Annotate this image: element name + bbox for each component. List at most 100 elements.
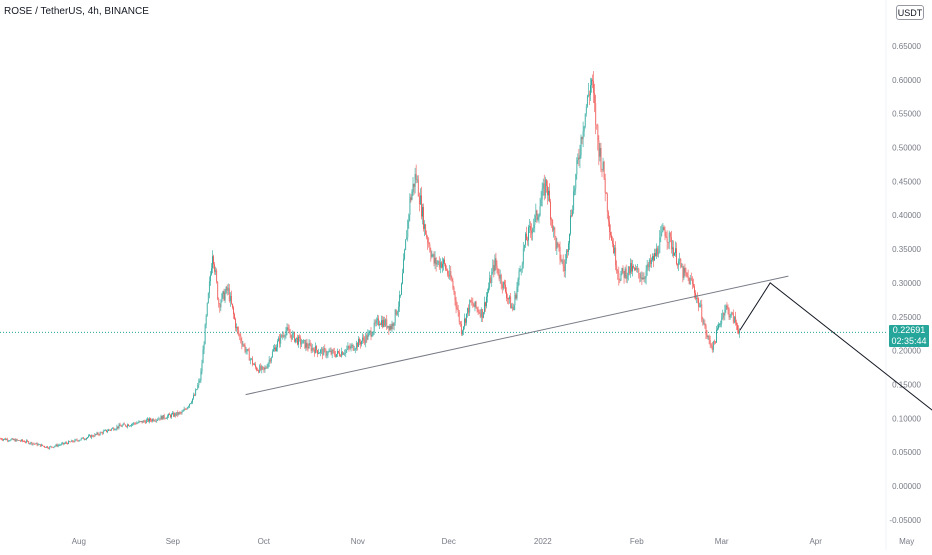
candle-body bbox=[158, 418, 160, 420]
candle-body bbox=[462, 330, 463, 335]
y-tick-label: 0.25000 bbox=[892, 313, 921, 322]
candle-body bbox=[68, 441, 70, 444]
candle-body bbox=[262, 366, 264, 368]
candle-body bbox=[443, 259, 444, 264]
candle-body bbox=[517, 279, 519, 288]
candle-body bbox=[247, 349, 249, 351]
candle-body bbox=[454, 291, 456, 301]
candle-body bbox=[739, 330, 740, 334]
candle-body bbox=[525, 233, 526, 245]
currency-badge[interactable]: USDT bbox=[896, 5, 924, 20]
candle-body bbox=[285, 330, 287, 336]
candle-body bbox=[489, 277, 491, 288]
candle-body bbox=[271, 351, 273, 358]
candle-body bbox=[365, 335, 367, 344]
candle-body bbox=[506, 291, 507, 299]
candle-body bbox=[626, 275, 628, 279]
candle-body bbox=[77, 440, 79, 442]
candle-body bbox=[529, 226, 530, 228]
candle-body bbox=[596, 124, 598, 126]
candle-body bbox=[90, 435, 92, 438]
candle-body bbox=[652, 256, 653, 260]
y-tick-label: 0.10000 bbox=[892, 414, 921, 423]
candle-body bbox=[4, 438, 5, 440]
candle-body bbox=[250, 358, 252, 360]
candle-body bbox=[605, 192, 607, 194]
candle-body bbox=[281, 335, 283, 337]
candle-body bbox=[613, 243, 614, 254]
candle-body bbox=[109, 429, 110, 431]
candle-body bbox=[563, 265, 565, 271]
candle-body bbox=[106, 429, 107, 432]
candle-body bbox=[263, 367, 265, 370]
candle-body bbox=[660, 232, 662, 238]
candle-body bbox=[171, 414, 172, 418]
candle-body bbox=[497, 268, 499, 275]
candle-body bbox=[665, 235, 667, 238]
candle-body bbox=[633, 266, 634, 268]
candle-body bbox=[569, 233, 570, 244]
candle-body bbox=[208, 281, 210, 294]
candle-body bbox=[586, 95, 588, 107]
candle-body bbox=[384, 319, 386, 326]
candle-body bbox=[213, 256, 214, 265]
candle-body bbox=[631, 263, 632, 272]
candle-body bbox=[644, 277, 646, 279]
candle-body bbox=[329, 350, 331, 352]
candle-body bbox=[14, 439, 16, 442]
candle-body bbox=[572, 210, 574, 216]
candle-body bbox=[535, 210, 537, 216]
candle-body bbox=[232, 303, 233, 308]
candle-body bbox=[362, 337, 364, 342]
candle-body bbox=[614, 247, 616, 254]
candle-body bbox=[30, 442, 32, 444]
candle-body bbox=[97, 432, 99, 435]
candle-body bbox=[40, 444, 42, 447]
candle-body bbox=[130, 425, 131, 427]
candle-body bbox=[259, 365, 261, 373]
candle-body bbox=[487, 292, 488, 297]
candle-body bbox=[149, 418, 150, 422]
candle-body bbox=[640, 277, 642, 279]
candle-body bbox=[368, 331, 370, 334]
candle-body bbox=[480, 309, 482, 317]
candle-body bbox=[707, 336, 709, 338]
candle-body bbox=[200, 371, 202, 381]
candle-body bbox=[229, 295, 231, 302]
candle-body bbox=[96, 432, 98, 435]
candle-body bbox=[686, 272, 688, 277]
candle-body bbox=[632, 266, 633, 272]
candle-body bbox=[488, 287, 490, 293]
candle-body bbox=[382, 320, 383, 327]
candle-body bbox=[383, 319, 385, 327]
candle-body bbox=[342, 351, 344, 355]
candle-body bbox=[74, 439, 76, 442]
candle-body bbox=[470, 300, 472, 302]
candle-body bbox=[543, 183, 545, 196]
candle-body bbox=[695, 292, 696, 299]
candle-body bbox=[93, 436, 95, 438]
candle-body bbox=[463, 326, 464, 331]
candle-body bbox=[654, 252, 655, 261]
candle-body bbox=[696, 297, 697, 299]
candle-body bbox=[428, 242, 430, 245]
candle-body bbox=[170, 415, 171, 418]
candle-body bbox=[481, 309, 483, 318]
candle-body bbox=[515, 294, 517, 299]
candle-body bbox=[190, 403, 191, 405]
candle-body bbox=[558, 244, 560, 248]
last-price-label: 0.22691 02:35:44 bbox=[889, 325, 929, 347]
candle-body bbox=[199, 380, 201, 382]
candle-body bbox=[478, 312, 480, 313]
candle-body bbox=[392, 323, 394, 326]
candle-body bbox=[193, 395, 194, 399]
candle-body bbox=[708, 336, 710, 341]
candle-body bbox=[150, 418, 151, 421]
candle-body bbox=[144, 421, 146, 424]
candle-body bbox=[459, 321, 461, 325]
candle-body bbox=[624, 268, 626, 278]
candle-body bbox=[294, 332, 295, 342]
candle-body bbox=[567, 250, 568, 252]
